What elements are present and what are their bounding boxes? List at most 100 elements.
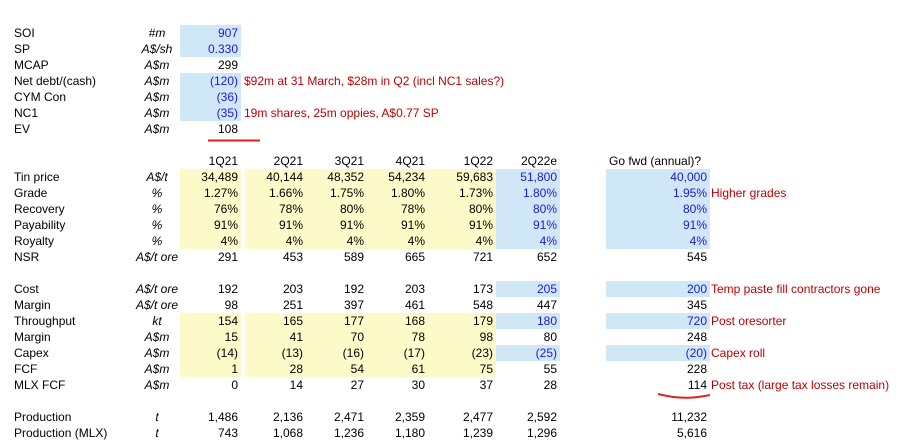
value-cell[interactable]: 108 — [217, 122, 238, 136]
forward-cell[interactable]: 545 — [686, 250, 707, 264]
data-cell[interactable]: 15 — [180, 329, 241, 345]
forward-cell[interactable]: 1.95% — [606, 185, 710, 201]
data-cell[interactable]: 54 — [306, 361, 367, 377]
data-cell[interactable]: 28 — [543, 378, 557, 392]
data-cell[interactable]: 1.27% — [180, 185, 241, 201]
forward-cell[interactable]: (20) — [606, 345, 710, 361]
data-cell[interactable]: 59,683 — [428, 169, 496, 185]
data-cell[interactable]: 2,359 — [394, 410, 425, 424]
data-cell[interactable]: 98 — [428, 329, 496, 345]
data-cell[interactable]: 37 — [479, 378, 493, 392]
data-cell[interactable]: 2,477 — [462, 410, 493, 424]
forward-cell[interactable]: 5,616 — [676, 426, 707, 440]
forward-cell[interactable]: 200 — [606, 281, 710, 297]
data-cell[interactable]: 1.75% — [306, 185, 367, 201]
data-cell[interactable]: 78% — [245, 201, 306, 217]
data-cell[interactable]: 177 — [306, 313, 367, 329]
data-cell[interactable]: 1,486 — [207, 410, 238, 424]
data-cell[interactable]: 1,068 — [272, 426, 303, 440]
data-cell[interactable]: 91% — [428, 217, 496, 233]
data-cell[interactable]: 48,352 — [306, 169, 367, 185]
data-cell[interactable]: 453 — [282, 250, 303, 264]
value-cell[interactable]: (36) — [180, 89, 241, 105]
data-cell[interactable]: 165 — [245, 313, 306, 329]
data-cell[interactable]: (25) — [496, 345, 560, 361]
data-cell[interactable]: 34,489 — [180, 169, 241, 185]
data-cell[interactable]: 192 — [217, 282, 238, 296]
data-cell[interactable]: (14) — [180, 345, 241, 361]
data-cell[interactable]: 251 — [282, 298, 303, 312]
value-cell[interactable]: (120) — [180, 73, 241, 89]
data-cell[interactable]: 91% — [180, 217, 241, 233]
data-cell[interactable]: 91% — [245, 217, 306, 233]
data-cell[interactable]: 2,471 — [333, 410, 364, 424]
data-cell[interactable]: 91% — [496, 217, 560, 233]
data-cell[interactable]: 203 — [282, 282, 303, 296]
data-cell[interactable]: 1,239 — [462, 426, 493, 440]
forward-cell[interactable]: 40,000 — [606, 169, 710, 185]
data-cell[interactable]: 4% — [496, 233, 560, 249]
data-cell[interactable]: 91% — [306, 217, 367, 233]
data-cell[interactable]: (17) — [367, 345, 428, 361]
data-cell[interactable]: 461 — [404, 298, 425, 312]
forward-cell[interactable]: 11,232 — [671, 410, 707, 424]
data-cell[interactable]: 4% — [245, 233, 306, 249]
forward-cell[interactable]: 228 — [686, 362, 707, 376]
data-cell[interactable]: (16) — [306, 345, 367, 361]
data-cell[interactable]: 78 — [367, 329, 428, 345]
data-cell[interactable]: 179 — [428, 313, 496, 329]
data-cell[interactable]: 80% — [428, 201, 496, 217]
data-cell[interactable]: 51,800 — [496, 169, 560, 185]
data-cell[interactable]: 192 — [343, 282, 364, 296]
data-cell[interactable]: 41 — [245, 329, 306, 345]
data-cell[interactable]: 548 — [472, 298, 493, 312]
data-cell[interactable]: 665 — [404, 250, 425, 264]
data-cell[interactable]: 27 — [350, 378, 364, 392]
forward-cell[interactable]: 91% — [606, 217, 710, 233]
data-cell[interactable]: 0 — [231, 378, 238, 392]
value-cell[interactable]: 0.330 — [180, 41, 241, 57]
value-cell[interactable]: 907 — [180, 25, 241, 41]
data-cell[interactable]: 1,236 — [333, 426, 364, 440]
data-cell[interactable]: 40,144 — [245, 169, 306, 185]
data-cell[interactable]: 652 — [536, 250, 557, 264]
data-cell[interactable]: (13) — [245, 345, 306, 361]
value-cell[interactable]: (35) — [180, 105, 241, 121]
data-cell[interactable]: 4% — [428, 233, 496, 249]
data-cell[interactable]: 80% — [306, 201, 367, 217]
value-cell[interactable]: 299 — [217, 58, 238, 72]
data-cell[interactable]: 447 — [536, 298, 557, 312]
data-cell[interactable]: 154 — [180, 313, 241, 329]
forward-cell[interactable]: 80% — [606, 201, 710, 217]
data-cell[interactable]: 203 — [404, 282, 425, 296]
data-cell[interactable]: 1.80% — [496, 185, 560, 201]
data-cell[interactable]: 80 — [543, 330, 557, 344]
data-cell[interactable]: 4% — [306, 233, 367, 249]
data-cell[interactable]: 2,592 — [526, 410, 557, 424]
data-cell[interactable]: 98 — [224, 298, 238, 312]
data-cell[interactable]: 1.73% — [428, 185, 496, 201]
data-cell[interactable]: (23) — [428, 345, 496, 361]
data-cell[interactable]: 291 — [217, 250, 238, 264]
data-cell[interactable]: 1 — [180, 361, 241, 377]
data-cell[interactable]: 55 — [543, 362, 557, 376]
forward-cell[interactable]: 248 — [686, 330, 707, 344]
forward-cell[interactable]: 4% — [606, 233, 710, 249]
forward-cell[interactable]: 720 — [606, 313, 710, 329]
data-cell[interactable]: 180 — [496, 313, 560, 329]
data-cell[interactable]: 70 — [306, 329, 367, 345]
data-cell[interactable]: 1,296 — [526, 426, 557, 440]
forward-cell[interactable]: 114 — [687, 378, 707, 392]
data-cell[interactable]: 397 — [343, 298, 364, 312]
data-cell[interactable]: 589 — [343, 250, 364, 264]
data-cell[interactable]: 78% — [367, 201, 428, 217]
data-cell[interactable]: 61 — [367, 361, 428, 377]
data-cell[interactable]: 2,136 — [272, 410, 303, 424]
data-cell[interactable]: 14 — [289, 378, 303, 392]
data-cell[interactable]: 54,234 — [367, 169, 428, 185]
data-cell[interactable]: 168 — [367, 313, 428, 329]
data-cell[interactable]: 80% — [496, 201, 560, 217]
data-cell[interactable]: 173 — [472, 282, 493, 296]
data-cell[interactable]: 205 — [496, 281, 560, 297]
data-cell[interactable]: 4% — [367, 233, 428, 249]
